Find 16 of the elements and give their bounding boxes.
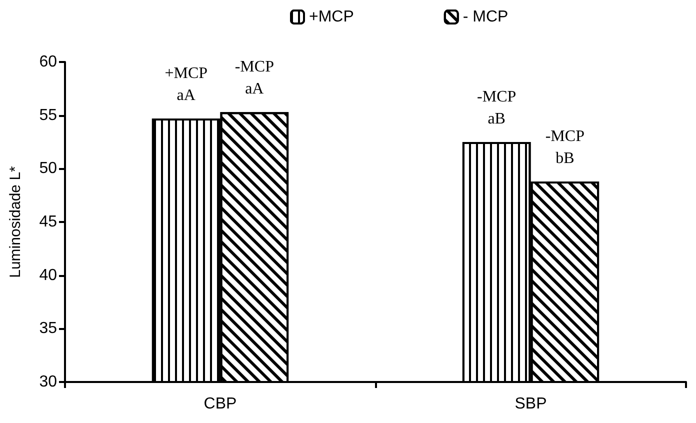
y-tick-label: 45 [39,214,58,230]
y-tick-label: 50 [39,160,58,178]
y-tick-label: 55 [39,106,58,124]
y-tick-label: 40 [39,266,58,284]
data-label: -MCP aB [477,88,516,128]
data-label: -MCP bB [545,128,585,167]
y-tick-label: 60 [39,54,58,70]
data-label: +MCP aA [164,65,208,104]
y-tick-label: 35 [39,320,58,338]
legend-label: - MCP [462,8,508,26]
y-tick-label: 30 [39,374,58,390]
x-tick-label: SBP [514,396,547,412]
x-tick-label: CBP [204,396,237,412]
legend-label: +MCP [309,8,354,26]
data-label: -MCP aA [234,58,274,98]
y-axis-title: Luminosidade L* [7,166,24,278]
